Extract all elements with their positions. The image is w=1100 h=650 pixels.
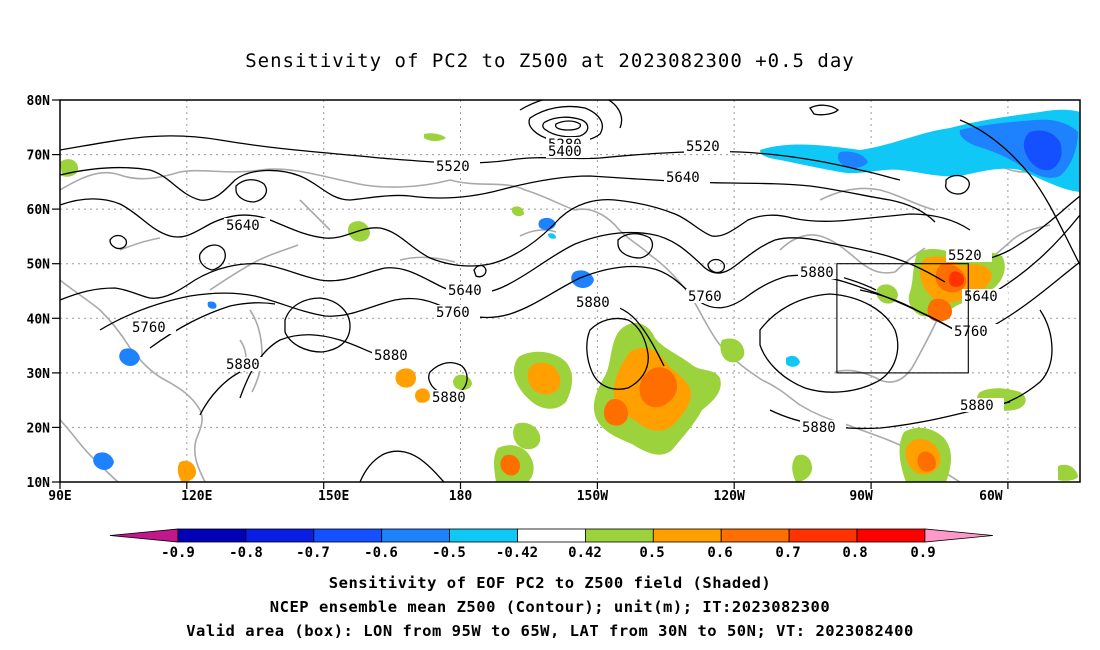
colorbar-swatch: [652, 528, 722, 543]
lat-label: 40N: [27, 312, 51, 327]
contour-label: 5400: [548, 144, 582, 160]
colorbar-swatch: [245, 528, 315, 543]
lat-label: 70N: [27, 149, 51, 164]
caption-contour: NCEP ensemble mean Z500 (Contour); unit(…: [269, 598, 831, 616]
tick-marks: [52, 99, 1009, 489]
lon-label: 120E: [181, 489, 212, 504]
colorbar-tick: 0.7: [775, 545, 800, 561]
colorbar-tick: -0.6: [364, 545, 398, 561]
contour-label: 5760: [132, 320, 166, 336]
colorbar-tick: 0.8: [842, 545, 867, 561]
lat-label: 50N: [27, 258, 51, 273]
colorbar-swatch: [856, 528, 926, 543]
lon-label: 90W: [849, 489, 873, 504]
colorbar-swatch: [517, 528, 586, 543]
colorbar-tick: 0.6: [707, 545, 732, 561]
lon-label: 90E: [48, 489, 71, 504]
contour-label: 5640: [448, 283, 482, 299]
colorbar-swatch: [720, 528, 790, 543]
colorbar-tick: -0.42: [496, 545, 538, 561]
colorbar-swatch: [449, 528, 518, 543]
colorbar-swatch: [109, 528, 179, 543]
contour-label: 5880: [576, 295, 610, 311]
colorbar-tick: 0.5: [639, 545, 664, 561]
contour-label: 5520: [686, 139, 720, 155]
lon-label: 150W: [577, 489, 608, 504]
colorbar-tick: -0.5: [432, 545, 466, 561]
lon-label: 150E: [318, 489, 349, 504]
valid-area-box: [836, 263, 969, 374]
colorbar-swatch: [924, 528, 993, 543]
colorbar-tick: -0.8: [229, 545, 263, 561]
contour-label: 5640: [226, 218, 260, 234]
contour-label: 5880: [802, 420, 836, 436]
caption-shaded: Sensitivity of EOF PC2 to Z500 field (Sh…: [328, 574, 772, 592]
colorbar-swatch: [313, 528, 383, 543]
colorbar-tick: -0.7: [296, 545, 330, 561]
lon-label: 120W: [714, 489, 745, 504]
lat-label: 10N: [27, 476, 51, 491]
lat-label: 80N: [27, 94, 51, 109]
contour-label: 5640: [964, 289, 998, 305]
contour-label: 5760: [688, 289, 722, 305]
contour-label: 5760: [436, 305, 470, 321]
contour-label: 5520: [948, 248, 982, 264]
coastlines: [60, 147, 1051, 482]
colorbar-tick: 0.9: [910, 545, 935, 561]
lat-label: 30N: [27, 367, 51, 382]
caption-valid-area: Valid area (box): LON from 95W to 65W, L…: [186, 622, 914, 640]
latitude-labels: 80N 70N 60N 50N 40N 30N 20N 10N: [27, 94, 51, 491]
contour-label: 5640: [666, 170, 700, 186]
contour-label: 5880: [800, 265, 834, 281]
contour-label: 5520: [436, 159, 470, 175]
contour-label: 5880: [374, 348, 408, 364]
lon-label: 60W: [979, 489, 1003, 504]
contour-labels: 5280 5400 5520 5520 5640 5640 5640 5520 …: [132, 137, 998, 436]
contour-label: 5760: [954, 324, 988, 340]
lon-label: 180: [449, 489, 473, 504]
colorbar-swatch: [381, 528, 451, 543]
colorbar: -0.9 -0.8 -0.7 -0.6 -0.5 -0.42 0.42 0.5 …: [109, 528, 993, 561]
colorbar-swatch: [177, 528, 247, 543]
contour-label: 5880: [432, 390, 466, 406]
plot-title: Sensitivity of PC2 to Z500 at 2023082300…: [245, 50, 855, 72]
longitude-labels: 90E 120E 150E 180 150W 120W 90W 60W: [48, 489, 1003, 504]
lat-label: 20N: [27, 421, 51, 436]
colorbar-swatch: [585, 528, 654, 543]
contour-label: 5880: [960, 398, 994, 414]
colorbar-swatch: [788, 528, 858, 543]
lat-label: 60N: [27, 203, 51, 218]
map-frame: [59, 99, 1081, 483]
colorbar-tick: -0.9: [161, 545, 195, 561]
negative-sensitivity-shading: [93, 109, 1080, 470]
colorbar-tick: 0.42: [568, 545, 602, 561]
contour-label: 5880: [226, 357, 260, 373]
